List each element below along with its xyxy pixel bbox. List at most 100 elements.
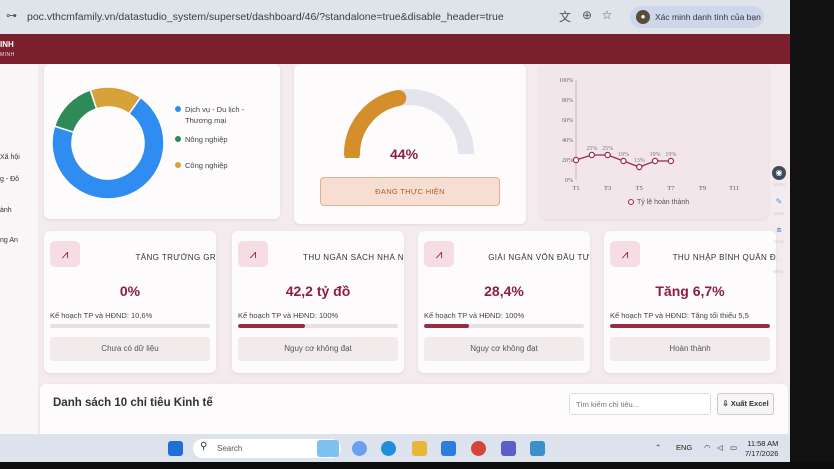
data-point bbox=[572, 156, 580, 164]
line-chart-legend: Tỷ lệ hoàn thành bbox=[628, 199, 689, 206]
donut-slice-agriculture[interactable] bbox=[53, 88, 98, 134]
status-button[interactable]: ĐANG THỰC HIỆN bbox=[320, 177, 500, 206]
kpi-plan: Kế hoạch TP và HĐND: Tăng tối thiểu 5,5 bbox=[610, 311, 749, 320]
x-tick-label: T3 bbox=[604, 185, 611, 192]
profile-label: Xác minh danh tính của bạn bbox=[655, 12, 761, 22]
kpi-progress-track bbox=[238, 324, 398, 328]
kpi-progress-track bbox=[424, 324, 584, 328]
language-indicator[interactable]: ENG bbox=[676, 443, 693, 452]
site-info-icon[interactable]: ⊶ bbox=[6, 10, 17, 22]
wifi-icon[interactable]: ◠ bbox=[704, 443, 711, 452]
edge-icon[interactable] bbox=[381, 441, 396, 456]
kpi-progress-fill bbox=[610, 324, 770, 328]
kpi-plan: Kế hoạch TP và HĐND: 100% bbox=[238, 311, 339, 320]
volume-icon[interactable]: ◁ bbox=[717, 443, 723, 452]
data-point bbox=[667, 157, 675, 165]
taskbar-search[interactable]: Search bbox=[193, 439, 341, 458]
brand-line-1: INH bbox=[0, 40, 14, 49]
crop-icon[interactable]: ⧈ bbox=[776, 225, 782, 234]
kpi-card-investment: ⩘ GIẢI NGÂN VỐN ĐẦU TƯ 28,4% Kế hoạch TP… bbox=[418, 231, 590, 373]
file-explorer-icon[interactable] bbox=[412, 441, 427, 456]
kpi-title: TĂNG TRƯỞNG GR bbox=[135, 253, 216, 262]
sidebar-item[interactable]: ành bbox=[0, 207, 12, 214]
bookmark-star-icon[interactable]: ☆ bbox=[601, 8, 613, 22]
data-point bbox=[651, 157, 659, 165]
monitor-bezel-bottom bbox=[0, 462, 834, 469]
toolbar-label: Menu bbox=[773, 269, 785, 274]
translate-icon[interactable]: ⽂ bbox=[558, 10, 571, 24]
kpi-title: THU NGÂN SÁCH NHÀ N bbox=[303, 253, 404, 262]
trend-chart-icon: ⩘ bbox=[610, 241, 640, 267]
sidebar-item[interactable]: g - Đô bbox=[0, 176, 20, 183]
search-highlight-icon bbox=[317, 440, 339, 457]
donut-chart bbox=[51, 86, 165, 200]
y-tick-label: 40% bbox=[562, 138, 573, 144]
windows-start-icon[interactable] bbox=[168, 441, 183, 456]
data-label: 13% bbox=[634, 158, 645, 164]
kpi-plan: Kế hoạch TP và HĐND: 10,6% bbox=[50, 311, 153, 320]
clock[interactable]: 11:58 AM 7/17/2026 bbox=[745, 439, 778, 459]
trend-chart-icon: ⩘ bbox=[424, 241, 454, 267]
sidebar-item[interactable]: Xã hội bbox=[0, 154, 20, 161]
kpi-progress-fill bbox=[424, 324, 469, 328]
y-tick-label: 100% bbox=[559, 78, 573, 84]
menu-icon[interactable]: ◉ bbox=[772, 166, 786, 180]
pen-icon[interactable]: ✎ bbox=[775, 197, 783, 206]
profile-button[interactable]: ● Xác minh danh tính của bạn bbox=[630, 6, 764, 28]
export-excel-button[interactable]: ⇩ Xuất Excel bbox=[717, 393, 774, 415]
indicator-search-input[interactable] bbox=[569, 393, 711, 415]
data-label: 19% bbox=[650, 152, 661, 158]
y-tick-label: 60% bbox=[562, 118, 573, 124]
legend-label: Nông nghiệp bbox=[185, 135, 228, 144]
y-tick-label: 0% bbox=[565, 178, 573, 184]
trend-chart-icon: ⩘ bbox=[238, 241, 268, 267]
data-label: 25% bbox=[586, 146, 597, 152]
kpi-value: 28,4% bbox=[484, 283, 524, 299]
kpi-progress-fill bbox=[238, 324, 306, 328]
clock-time: 11:58 AM bbox=[747, 439, 779, 448]
x-tick-label: T9 bbox=[699, 185, 706, 192]
sharing-icon[interactable] bbox=[441, 441, 456, 456]
legend-series-label: Tỷ lệ hoàn thành bbox=[637, 199, 690, 206]
data-point bbox=[604, 151, 611, 159]
more-icon[interactable]: ⋯ bbox=[775, 255, 783, 264]
tray-chevron-icon[interactable]: ⌃ bbox=[655, 443, 662, 452]
chrome-icon[interactable] bbox=[471, 441, 486, 456]
data-label: 25% bbox=[602, 146, 613, 152]
gauge-fill bbox=[344, 90, 407, 158]
brand-line-2: MINH bbox=[0, 52, 15, 58]
kpi-status: Nguy cơ không đạt bbox=[238, 337, 398, 361]
donut-slice-services[interactable] bbox=[51, 96, 165, 200]
donut-slice-industry[interactable] bbox=[89, 86, 142, 115]
kpi-value: 0% bbox=[119, 283, 141, 299]
copilot-icon[interactable] bbox=[352, 441, 367, 456]
legend-dot-services bbox=[175, 106, 181, 112]
zoom-icon[interactable]: ⊕ bbox=[581, 8, 593, 22]
legend-dot-agriculture bbox=[175, 136, 181, 142]
sidebar-item[interactable]: ng An bbox=[0, 237, 18, 244]
data-point bbox=[588, 151, 596, 159]
sidebar: Xã hội g - Đô ành ng An bbox=[0, 64, 38, 434]
x-tick-label: T5 bbox=[636, 185, 643, 192]
battery-icon[interactable]: ▭ bbox=[730, 443, 738, 452]
kpi-progress-track bbox=[50, 324, 210, 328]
remote-desktop-icon[interactable] bbox=[530, 441, 545, 456]
kpi-progress-track bbox=[610, 324, 770, 328]
kpi-value: Tăng 6,7% bbox=[655, 283, 725, 299]
kpi-card-budget-revenue: ⩘ THU NGÂN SÁCH NHÀ N 42,2 tỷ đồ Kế hoạc… bbox=[232, 231, 404, 373]
teams-icon[interactable] bbox=[501, 441, 516, 456]
kpi-status: Chưa có dữ liệu bbox=[50, 337, 210, 361]
legend-industry: Công nghiệp bbox=[175, 160, 228, 171]
url-text[interactable]: poc.vthcmfamily.vn/datastudio_system/sup… bbox=[27, 11, 504, 23]
toolbar-label: Crop bbox=[774, 239, 784, 244]
legend-services: Dịch vụ - Du lịch - Thương mại bbox=[175, 104, 244, 126]
line-chart: 0% 20% 40% 60% 80% 100% T1 T3 T5 T7 T9 T11 25% 25% 19%… bbox=[559, 78, 739, 192]
kpi-card-income: ⩘ THU NHẬP BÌNH QUÂN Đ Tăng 6,7% Kế hoạc… bbox=[604, 231, 776, 373]
y-tick-label: 80% bbox=[562, 98, 573, 104]
data-point bbox=[636, 163, 643, 171]
x-tick-label: T7 bbox=[667, 185, 675, 192]
x-tick-label: T11 bbox=[729, 185, 739, 192]
kpi-title: GIẢI NGÂN VỐN ĐẦU TƯ bbox=[488, 253, 590, 262]
browser-address-bar: ⊶ poc.vthcmfamily.vn/datastudio_system/s… bbox=[0, 0, 790, 34]
